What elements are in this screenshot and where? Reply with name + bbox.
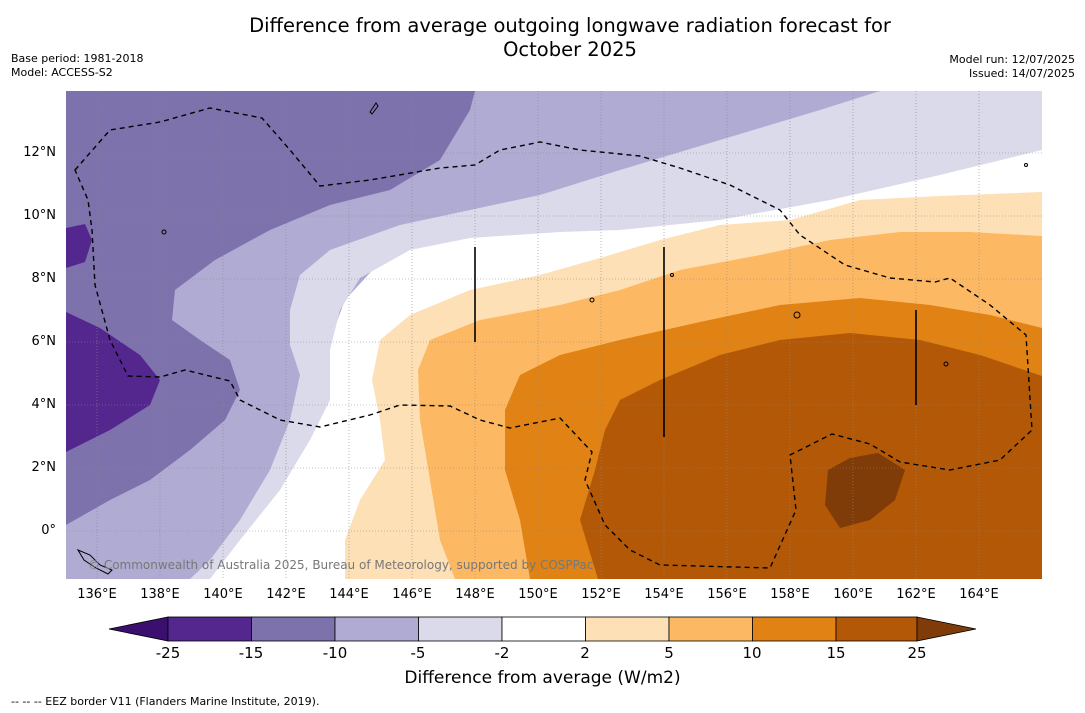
- colorbar-tick: 2: [580, 644, 590, 662]
- x-axis-label: 136°E: [77, 587, 117, 602]
- colorbar-tick: -5: [410, 644, 426, 662]
- model-run-text: Model run: 12/07/2025: [949, 53, 1075, 66]
- colorbar-tick: -15: [238, 644, 264, 662]
- coastlines: [76, 102, 1028, 575]
- colorbar-tick: -2: [494, 644, 510, 662]
- island-coastline: [793, 311, 801, 319]
- colorbar-segment: [668, 616, 753, 642]
- y-axis-label: 0°: [41, 523, 56, 538]
- y-axis-label: 10°N: [23, 208, 56, 223]
- x-axis-label: 140°E: [203, 587, 243, 602]
- issued-text: Issued: 14/07/2025: [968, 67, 1075, 80]
- x-axis-label: 150°E: [518, 587, 558, 602]
- island-coastline: [369, 102, 379, 115]
- colorbar-segment: [752, 616, 837, 642]
- colorbar-segment: [835, 616, 918, 642]
- colorbar: [108, 616, 977, 642]
- x-axis-label: 154°E: [644, 587, 684, 602]
- x-axis-label: 164°E: [959, 587, 999, 602]
- island-coastline: [161, 229, 167, 235]
- title-line-2: October 2025: [503, 38, 637, 61]
- x-axis-label: 138°E: [140, 587, 180, 602]
- x-axis-label: 152°E: [581, 587, 621, 602]
- x-axis-label: 146°E: [392, 587, 432, 602]
- contour-band-neg15-neg10: [66, 91, 475, 525]
- x-axis-label: 156°E: [707, 587, 747, 602]
- island-coastline: [943, 361, 949, 367]
- colorbar-extend-high: [916, 616, 977, 642]
- y-axis-label: 6°N: [31, 334, 57, 349]
- y-axis-label: 4°N: [31, 397, 57, 412]
- colorbar-tick: -10: [322, 644, 348, 662]
- meta-left: Base period: 1981-2018 Model: ACCESS-S2: [11, 52, 143, 80]
- x-axis-label: 160°E: [833, 587, 873, 602]
- colorbar-segment: [334, 616, 419, 642]
- colorbar-tick: -25: [155, 644, 181, 662]
- colorbar-extend-low: [108, 616, 169, 642]
- y-axis-label: 12°N: [23, 145, 56, 160]
- x-axis-label: 142°E: [266, 587, 306, 602]
- colorbar-tick: 25: [907, 644, 927, 662]
- colorbar-segment: [167, 616, 252, 642]
- model-text: Model: ACCESS-S2: [11, 66, 113, 79]
- island-coastline: [1024, 163, 1028, 167]
- y-axis-label: 2°N: [31, 460, 57, 475]
- marker-lines: [474, 247, 917, 437]
- meta-right: Model run: 12/07/2025 Issued: 14/07/2025: [949, 53, 1075, 81]
- eez-borders: [74, 107, 1033, 569]
- x-axis-label: 162°E: [896, 587, 936, 602]
- contour-fill-group: [66, 91, 1042, 579]
- map-title: Difference from average outgoing longwav…: [0, 14, 1085, 62]
- x-axis-label: 148°E: [455, 587, 495, 602]
- colorbar-tick: 15: [826, 644, 846, 662]
- contour-band-gt25: [825, 453, 905, 528]
- colorbar-segment: [501, 616, 586, 642]
- contour-band-15-25: [580, 333, 1042, 579]
- island-coastline: [589, 297, 595, 303]
- eez-legend-note: -- -- -- EEZ border V11 (Flanders Marine…: [11, 695, 320, 708]
- island-coastline: [670, 273, 674, 277]
- base-period-text: Base period: 1981-2018: [11, 52, 144, 65]
- grid-lines: [66, 91, 1042, 579]
- contour-band-neg25-neg15-a: [66, 312, 160, 452]
- island-coastline: [76, 548, 113, 575]
- colorbar-tick: 5: [664, 644, 674, 662]
- eez-border-palau-fsm: [74, 107, 1033, 569]
- colorbar-segment: [418, 616, 503, 642]
- y-axis-label: 8°N: [31, 271, 57, 286]
- colorbar-title: Difference from average (W/m2): [404, 668, 681, 688]
- colorbar-segment: [251, 616, 336, 642]
- colorbar-tick: 10: [742, 644, 762, 662]
- x-axis-label: 158°E: [770, 587, 810, 602]
- title-line-1: Difference from average outgoing longwav…: [249, 14, 891, 37]
- contour-band-neg25-neg15-b: [66, 224, 92, 268]
- x-axis-label: 144°E: [329, 587, 369, 602]
- colorbar-segment: [585, 616, 670, 642]
- copyright-text: © Commonwealth of Australia 2025, Bureau…: [88, 558, 594, 572]
